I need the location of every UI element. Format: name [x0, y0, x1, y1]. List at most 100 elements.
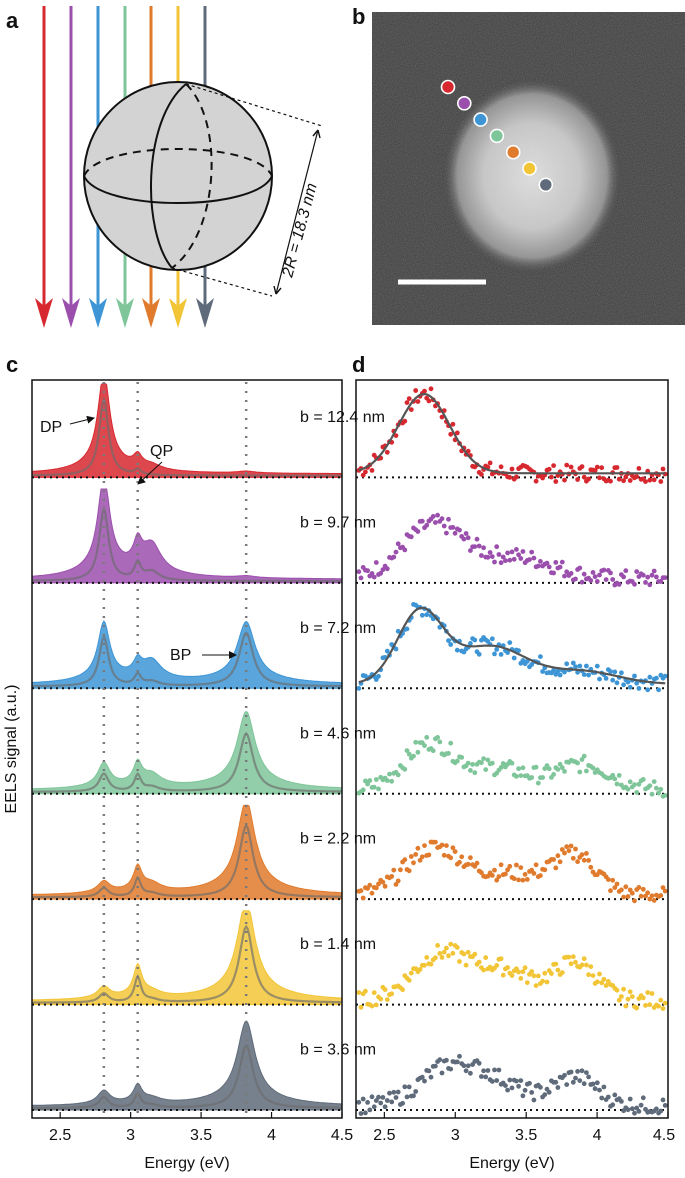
x-tick-label-d-4: 4: [593, 1127, 602, 1144]
data-point: [514, 862, 519, 868]
data-point: [629, 890, 635, 896]
fit-curve-d-1: [358, 392, 666, 475]
data-point: [356, 1099, 362, 1105]
data-point: [367, 882, 373, 888]
data-point: [577, 769, 583, 775]
data-point: [439, 414, 445, 420]
data-point: [448, 740, 454, 746]
data-point: [489, 873, 495, 878]
data-points-d-4: [356, 735, 668, 799]
data-point: [511, 876, 517, 882]
data-point: [472, 544, 478, 549]
data-point: [382, 1104, 388, 1110]
data-point: [457, 527, 462, 533]
data-point: [492, 867, 497, 873]
data-point: [516, 648, 521, 654]
data-point: [457, 959, 462, 964]
data-point: [619, 670, 624, 676]
data-point: [546, 564, 552, 570]
data-point: [586, 672, 591, 678]
panel-c-ylabel: EELS signal (a.u.): [3, 685, 20, 814]
data-point: [590, 973, 596, 978]
data-point: [509, 1085, 515, 1091]
data-point: [636, 466, 642, 471]
data-point: [496, 552, 502, 557]
data-point: [634, 1105, 640, 1111]
data-point: [647, 1002, 653, 1008]
data-point: [413, 1089, 419, 1094]
data-point: [406, 868, 412, 874]
data-point: [640, 572, 646, 578]
data-point: [647, 582, 653, 588]
spectrum-c-area-7: [31, 1020, 343, 1111]
data-point: [500, 761, 506, 766]
spectrum-c-line-6: [32, 924, 342, 1004]
data-point: [654, 1106, 659, 1112]
annotation-qp-label: QP: [150, 443, 173, 460]
data-point: [507, 640, 513, 645]
data-point: [627, 1096, 633, 1102]
data-point: [479, 760, 484, 766]
data-point: [507, 863, 513, 869]
data-point: [575, 859, 580, 865]
panel-d-frame: [355, 379, 669, 1119]
data-point: [546, 766, 552, 772]
data-point: [430, 748, 436, 754]
data-point: [625, 996, 631, 1002]
data-point: [518, 865, 524, 870]
data-point: [384, 1098, 390, 1103]
probe-positions: [440, 79, 554, 193]
data-point: [586, 1074, 591, 1080]
data-point: [384, 566, 390, 572]
data-point: [651, 568, 657, 574]
data-point: [612, 669, 618, 675]
data-point: [584, 1070, 589, 1075]
data-point: [516, 1083, 521, 1089]
spectrum-d-1: [356, 386, 668, 484]
panel-c-frame: [31, 379, 343, 1119]
data-point: [603, 577, 609, 582]
data-point: [538, 873, 543, 878]
data-point: [395, 628, 401, 634]
data-point: [395, 772, 401, 778]
data-point: [531, 555, 537, 561]
x-tick-label-d-1: 2.5: [373, 1127, 395, 1144]
x-tick-label-c-2: 3: [126, 1127, 135, 1144]
data-point: [419, 1074, 425, 1080]
data-point: [505, 1087, 510, 1093]
data-point: [643, 479, 648, 484]
data-point: [621, 574, 626, 580]
data-point: [485, 1068, 491, 1073]
data-point: [579, 1068, 585, 1074]
data-point: [619, 1099, 624, 1104]
x-tick-label-c-5: 4.5: [331, 1127, 353, 1144]
data-point: [518, 556, 524, 561]
data-point: [594, 663, 600, 669]
data-point: [380, 567, 386, 573]
data-point: [356, 569, 362, 575]
data-point: [476, 543, 482, 549]
data-point: [586, 972, 591, 978]
data-point: [494, 963, 500, 968]
data-point: [393, 1095, 399, 1100]
probe-dot-1: [440, 79, 456, 95]
data-point: [662, 888, 668, 894]
data-point: [380, 879, 386, 885]
data-point: [446, 953, 451, 959]
probe-dot-2: [456, 96, 472, 111]
panel-c-label: c: [6, 352, 18, 377]
data-point: [662, 673, 668, 679]
data-point: [597, 572, 602, 578]
data-point: [439, 516, 445, 522]
panel-a-label: a: [6, 8, 19, 33]
data-point: [470, 762, 475, 767]
data-point: [358, 888, 364, 894]
data-point: [520, 877, 526, 883]
data-points-d-1: [356, 386, 668, 484]
data-point: [500, 972, 506, 978]
data-point: [540, 978, 545, 984]
data-point: [389, 778, 395, 784]
data-point: [382, 883, 388, 889]
data-point: [597, 475, 602, 481]
data-point: [647, 477, 653, 483]
